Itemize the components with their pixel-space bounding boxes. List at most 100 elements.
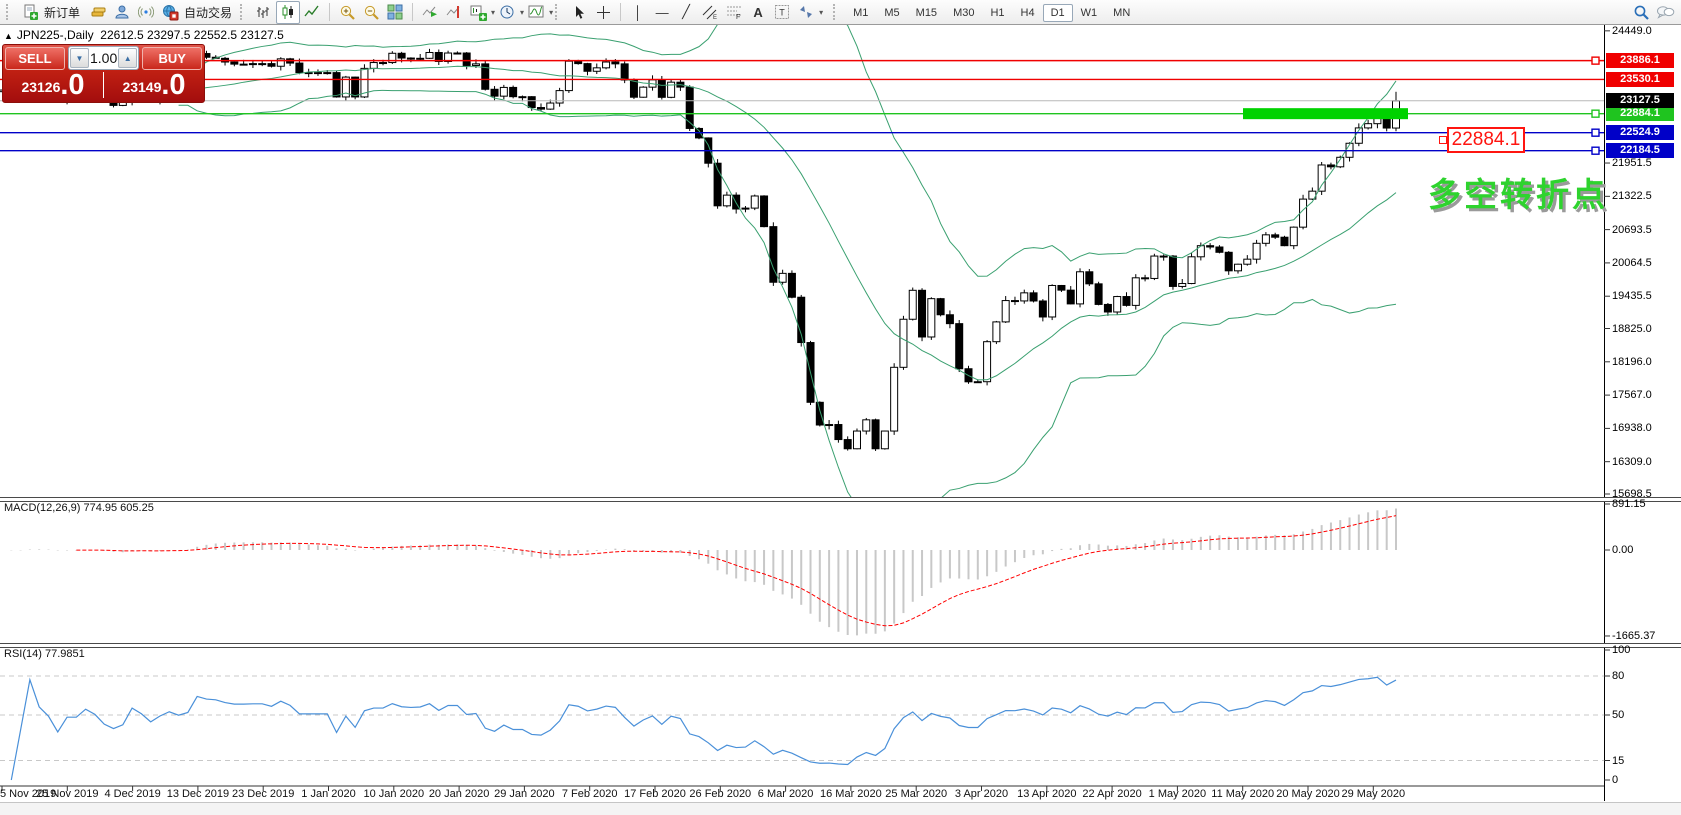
annotation-text[interactable]: 多空转折点 [1428, 176, 1608, 213]
rsi-axis-label: 50 [1612, 709, 1625, 721]
chart-shift-button[interactable] [442, 1, 466, 24]
crosshair-button[interactable] [591, 1, 615, 24]
date-label: 7 Feb 2020 [561, 788, 618, 800]
macd-axis-label: -1665.37 [1612, 629, 1656, 642]
period-dropdown-arrow[interactable]: ▾ [520, 7, 525, 17]
date-label: 29 Jan 2020 [494, 788, 555, 800]
price-axis-label: 24449.0 [1612, 24, 1652, 37]
one-click-trade-panel: SELL ▼ 1.00 ▲ BUY 23126.0 23149.0 [2, 44, 205, 103]
auto-trading-label[interactable]: 自动交易 [184, 5, 233, 20]
quotes-icon[interactable] [86, 1, 110, 24]
price-axis-label: 20693.5 [1612, 223, 1652, 236]
volume-decrease-button[interactable]: ▼ [70, 48, 89, 68]
date-label: 11 May 2020 [1211, 788, 1275, 800]
price-axis-label: 18825.0 [1612, 322, 1652, 335]
text-tool[interactable]: A [753, 4, 763, 20]
indicators-dropdown-arrow[interactable]: ▾ [549, 7, 554, 17]
signal-icon[interactable] [134, 1, 158, 24]
new-order-button[interactable] [18, 1, 42, 24]
buy-price[interactable]: 23149.0 [104, 69, 204, 101]
macd-series [10, 508, 1397, 636]
trendline-tool[interactable]: ╱ [682, 4, 690, 19]
line-chart-type-button[interactable] [300, 1, 324, 24]
date-label: 23 Dec 2019 [231, 788, 295, 800]
tf-W1[interactable]: W1 [1080, 7, 1098, 19]
chart-symbol-period: JPN225-,Daily [16, 28, 94, 42]
indicators-button[interactable] [524, 1, 548, 24]
new-chart-dropdown-arrow[interactable]: ▾ [491, 7, 496, 17]
arrows-tool[interactable] [794, 1, 818, 24]
date-label: 5 Nov 2019 [0, 788, 57, 800]
chart-ohlc-values: 22612.5 23297.5 22552.5 23127.5 [100, 28, 284, 42]
auto-scroll-button[interactable] [418, 1, 442, 24]
rsi-axis-label: 15 [1612, 754, 1625, 767]
new-order-label[interactable]: 新订单 [44, 5, 81, 20]
level-lines[interactable] [0, 56, 1604, 155]
date-label: 17 Feb 2020 [624, 788, 686, 800]
rsi-series [0, 675, 1604, 781]
pane-separator-rsi[interactable] [0, 643, 1681, 648]
sell-price-main: 23126 [21, 79, 61, 95]
chart-frame [0, 25, 1610, 801]
date-label: 16 Mar 2020 [820, 788, 882, 800]
chat-icon[interactable] [1653, 1, 1677, 24]
toolbar: 新订单 自动交易 ▾ ▾ ▾ [0, 0, 1681, 25]
date-label: 1 May 2020 [1148, 788, 1207, 800]
buy-price-pips: .0 [161, 69, 186, 101]
bar-chart-type-button[interactable] [252, 1, 276, 24]
macd-label: MACD(12,26,9) 774.95 605.25 [4, 502, 154, 514]
candlestick-chart-type-button[interactable] [276, 0, 301, 24]
callout-handle[interactable] [1439, 136, 1447, 144]
new-chart-button[interactable] [466, 1, 490, 24]
price-callout-label[interactable]: 22884.1 [1447, 127, 1525, 153]
tf-H1[interactable]: H1 [990, 7, 1005, 19]
rsi-axis-label: 100 [1612, 644, 1631, 656]
tf-M30[interactable]: M30 [953, 7, 975, 19]
date-label: 29 May 2020 [1341, 788, 1406, 800]
date-label: 3 Apr 2020 [954, 788, 1009, 800]
cursor-button[interactable] [567, 1, 591, 24]
text-label-tool[interactable]: T [770, 1, 794, 24]
date-label: 25 Nov 2019 [36, 788, 99, 800]
price-axis-label: 16938.0 [1612, 422, 1652, 435]
search-icon[interactable] [1629, 1, 1653, 24]
volume-input[interactable]: 1.00 [90, 50, 118, 66]
pane-separator-macd[interactable] [0, 497, 1681, 502]
buy-button[interactable]: BUY [142, 46, 203, 70]
tf-H4[interactable]: H4 [1020, 7, 1035, 19]
tf-D1[interactable]: D1 [1042, 4, 1073, 22]
price-axis-label: 21322.5 [1612, 190, 1652, 203]
rsi-axis-label: 0 [1612, 774, 1619, 786]
auto-trading-icon[interactable] [158, 1, 182, 24]
new-order-icon [24, 4, 38, 20]
chart-canvas[interactable]: ▲ JPN225-,Daily 22612.5 23297.5 22552.5 2… [0, 24, 1681, 815]
period-clock-button[interactable] [495, 1, 519, 24]
vertical-line-tool[interactable]: │ [634, 4, 643, 20]
collapse-panel-toggle[interactable]: ▲ [4, 31, 13, 41]
tf-M1[interactable]: M1 [853, 7, 869, 19]
tile-windows-button[interactable] [383, 1, 407, 24]
tf-M5[interactable]: M5 [884, 7, 900, 19]
arrows-dropdown-arrow[interactable]: ▾ [819, 7, 824, 17]
date-label: 20 Jan 2020 [428, 788, 490, 800]
sell-price[interactable]: 23126.0 [3, 71, 103, 100]
macd-axis-label: 891.15 [1612, 497, 1646, 510]
profile-icon[interactable] [110, 1, 134, 24]
date-label: 20 May 2020 [1276, 788, 1340, 800]
tf-M15[interactable]: M15 [915, 7, 938, 19]
tf-MN[interactable]: MN [1113, 7, 1131, 19]
zoom-out-button[interactable] [359, 1, 383, 24]
date-label: 4 Dec 2019 [104, 788, 161, 800]
volume-increase-button[interactable]: ▲ [118, 48, 138, 68]
buy-price-main: 23149 [122, 79, 162, 95]
date-label: 6 Mar 2020 [757, 788, 814, 800]
date-label: 13 Dec 2019 [166, 788, 230, 800]
status-strip [0, 802, 1681, 815]
fibonacci-tool[interactable]: F [722, 1, 746, 24]
zoom-in-button[interactable] [335, 1, 359, 24]
horizontal-line-tool[interactable]: ― [655, 4, 669, 20]
toolbar-grip [240, 4, 248, 20]
equidistant-channel-tool[interactable]: E [698, 1, 722, 24]
sell-button[interactable]: SELL [5, 46, 65, 70]
